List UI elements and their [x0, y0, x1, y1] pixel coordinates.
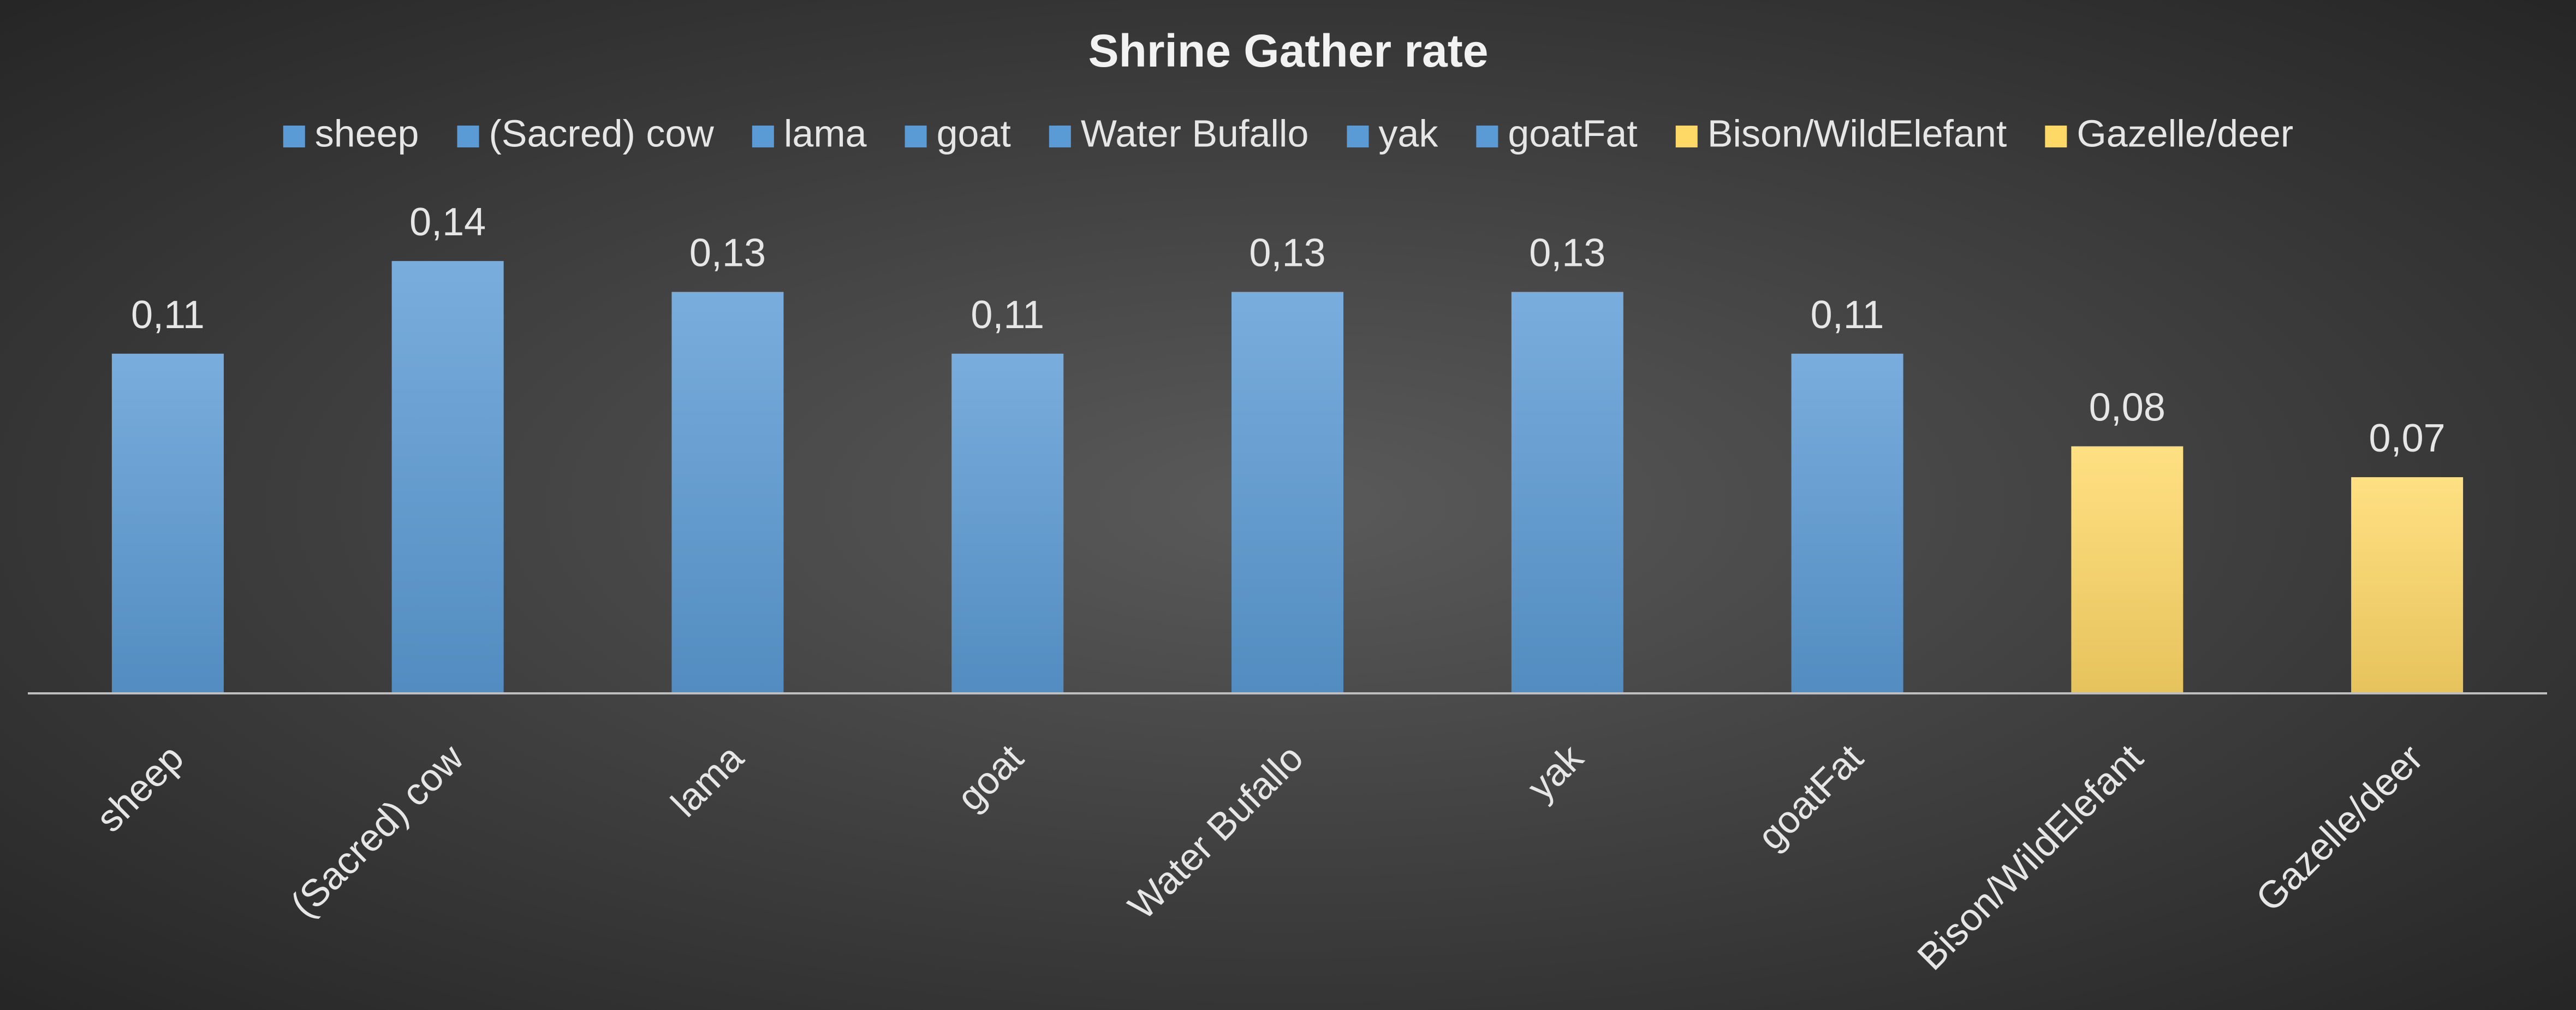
legend-swatch [2045, 126, 2067, 147]
data-label: 0,13 [689, 231, 766, 275]
legend-swatch [1049, 126, 1071, 147]
chart-title: Shrine Gather rate [1088, 25, 1489, 76]
legend-label: sheep [315, 112, 419, 155]
legend-label: (Sacred) cow [489, 112, 715, 155]
legend-label: lama [784, 112, 867, 155]
legend-swatch [457, 126, 479, 147]
legend-swatch [283, 126, 305, 147]
data-label: 0,08 [2089, 386, 2165, 430]
legend-label: Gazelle/deer [2077, 112, 2293, 155]
data-label: 0,11 [971, 293, 1044, 337]
legend-label: goat [937, 112, 1011, 155]
data-label: 0,11 [1811, 293, 1884, 337]
bar [2071, 446, 2184, 693]
legend-label: Bison/WildElefant [1708, 112, 2007, 155]
bar [1511, 292, 1623, 693]
legend-swatch [1675, 126, 1698, 147]
bar [111, 353, 224, 693]
data-label: 0,13 [1529, 231, 1605, 275]
data-label: 0,13 [1249, 231, 1325, 275]
bar [1791, 353, 1903, 693]
data-label: 0,14 [409, 200, 486, 244]
legend-swatch [1476, 126, 1498, 147]
legend-swatch [1347, 126, 1369, 147]
bar [2351, 477, 2464, 693]
legend-swatch [752, 126, 774, 147]
data-label: 0,11 [131, 293, 205, 337]
legend-label: yak [1378, 112, 1438, 155]
legend-label: Water Bufallo [1081, 112, 1309, 155]
legend-swatch [905, 126, 927, 147]
bar [1232, 292, 1343, 693]
bar [671, 292, 784, 693]
bar [951, 353, 1064, 693]
bar [391, 261, 504, 693]
legend: sheep (Sacred) cow lama goat Water Bufallo ya… [283, 112, 2293, 155]
data-label: 0,07 [2369, 417, 2446, 460]
legend-label: goatFat [1508, 112, 1637, 155]
